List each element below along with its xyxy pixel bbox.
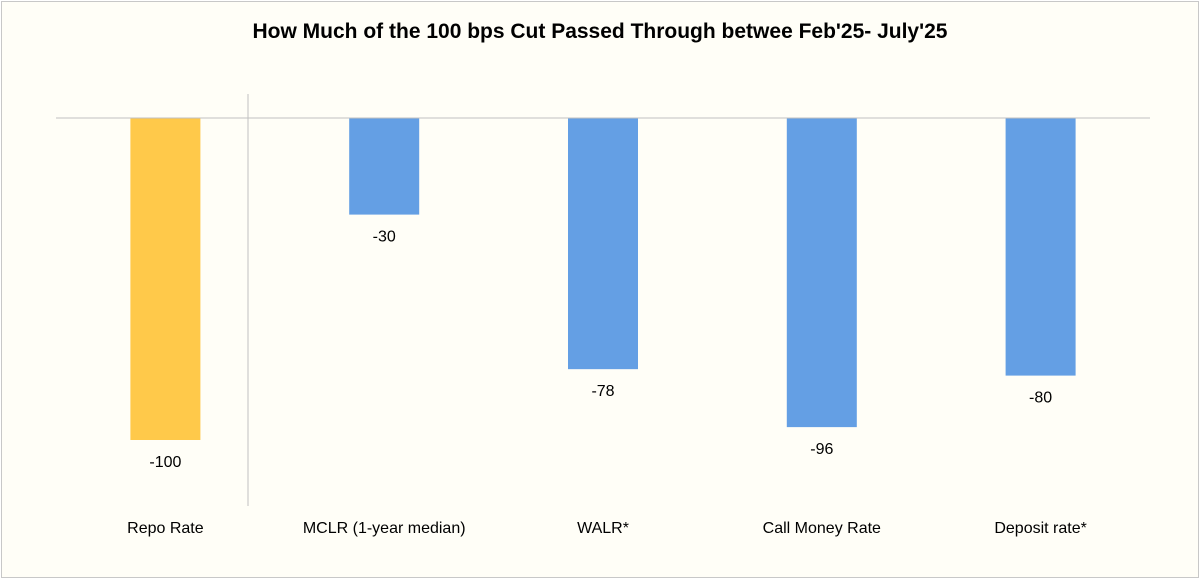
- bar-mclr-1-year-median: [349, 118, 420, 215]
- data-label: -30: [373, 229, 396, 246]
- category-label: Call Money Rate: [763, 520, 881, 537]
- category-label: WALR*: [577, 520, 629, 537]
- bar-repo-rate: [130, 118, 201, 440]
- bar-call-money-rate: [786, 118, 857, 428]
- category-label: MCLR (1-year median): [303, 520, 466, 537]
- category-label: Repo Rate: [127, 520, 204, 537]
- data-label: -100: [149, 454, 181, 471]
- data-label: -78: [591, 383, 614, 400]
- data-label: -80: [1029, 390, 1052, 407]
- data-label: -96: [810, 441, 833, 458]
- chart-title: How Much of the 100 bps Cut Passed Throu…: [252, 20, 948, 43]
- bar-deposit-rate: [1005, 118, 1076, 376]
- bar-walr: [568, 118, 638, 370]
- category-label: Deposit rate*: [994, 520, 1087, 537]
